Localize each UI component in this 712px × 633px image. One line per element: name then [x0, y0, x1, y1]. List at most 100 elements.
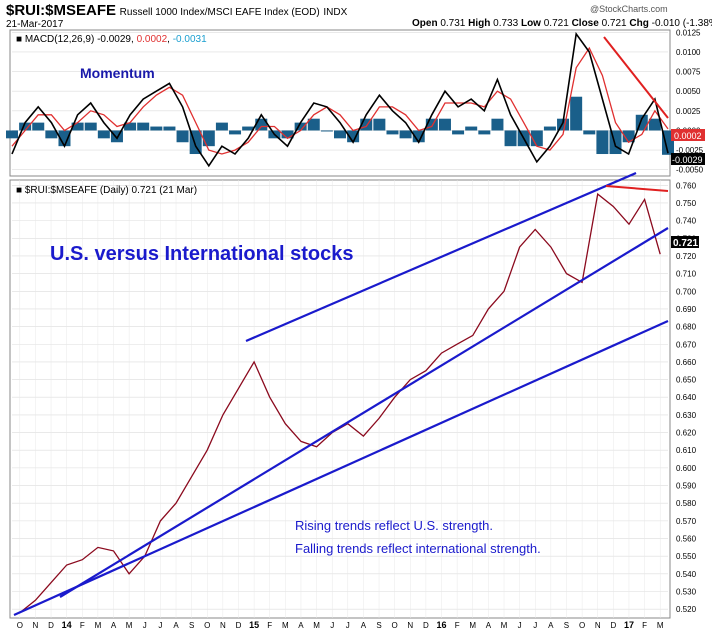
- macd-hist-bar: [84, 122, 97, 131]
- x-tick-label: A: [548, 621, 554, 630]
- x-tick-label: O: [17, 621, 23, 630]
- resistance-line: [605, 185, 669, 192]
- price-last-tag: 0.721: [673, 238, 698, 249]
- price-tick-label: 0.540: [676, 570, 697, 579]
- price-tick-label: 0.610: [676, 446, 697, 455]
- price-tick-label: 0.680: [676, 323, 697, 332]
- macd-hist-bar: [425, 118, 438, 131]
- macd-hist-bar: [6, 130, 18, 139]
- x-tick-label: A: [486, 621, 492, 630]
- macd-histogram: [6, 96, 674, 155]
- x-tick-label: A: [298, 621, 304, 630]
- macd-hist-bar: [478, 130, 491, 135]
- x-tick-label: J: [518, 621, 522, 630]
- price-last-tag-bg: [671, 236, 699, 248]
- x-tick-label: F: [267, 621, 272, 630]
- x-tick-label: N: [33, 621, 39, 630]
- price-tick-label: 0.760: [676, 181, 697, 190]
- macd-line: [11, 31, 669, 168]
- price-tick-label: 0.560: [676, 535, 697, 544]
- middle-trendline: [59, 227, 669, 598]
- signal-last-tag: 0.0002: [674, 131, 702, 141]
- macd-hist-bar: [19, 122, 32, 131]
- x-tick-label: M: [282, 621, 289, 630]
- price-tick-label: 0.660: [676, 358, 697, 367]
- macd-hist-bar: [557, 118, 570, 131]
- macd-hist-bar: [150, 126, 163, 131]
- price-tick-label: 0.570: [676, 517, 697, 526]
- x-tick-label: A: [111, 621, 117, 630]
- close-value: 0.721: [601, 18, 627, 29]
- macd-hist-bar: [504, 130, 517, 147]
- signal-last-tag-bg: [671, 129, 705, 141]
- macd-hist-bar: [412, 130, 425, 143]
- x-tick-label: D: [610, 621, 616, 630]
- macd-hist-bar: [334, 130, 346, 139]
- symbol-text: $RUI:$MSEAFE: [6, 2, 117, 19]
- chg-value: -0.010 (-1.38%): [651, 18, 712, 29]
- high-label: High: [468, 18, 491, 29]
- macd-y-axis: 0.01250.01000.00750.00500.00250.0000-0.0…: [676, 28, 704, 174]
- x-tick-label: S: [189, 621, 194, 630]
- price-gridlines: [12, 180, 668, 618]
- x-tick-label: N: [407, 621, 413, 630]
- macd-hist-bar: [452, 130, 465, 135]
- x-tick-label: D: [423, 621, 429, 630]
- macd-tick-label: 0.0025: [676, 107, 701, 116]
- x-tick-label: D: [236, 621, 242, 630]
- price-tick-label: 0.550: [676, 552, 697, 561]
- macd-hist-bar: [347, 130, 360, 143]
- x-tick-label: 14: [62, 620, 72, 630]
- price-y-axis: 0.7600.7500.7400.7300.7200.7100.7000.690…: [676, 181, 697, 614]
- macd-hist-bar: [137, 122, 150, 131]
- x-tick-label: S: [564, 621, 569, 630]
- price-tick-label: 0.670: [676, 340, 697, 349]
- price-tick-label: 0.520: [676, 605, 697, 614]
- macd-tick-label: 0.0100: [676, 48, 701, 57]
- macd-tick-label: 0.0050: [676, 87, 701, 96]
- macd-value-text: -0.0029: [97, 34, 131, 45]
- x-tick-label: D: [48, 621, 54, 630]
- macd-hist-bar: [438, 118, 451, 131]
- hist-value-text: -0.0031: [173, 34, 207, 45]
- price-tick-label: 0.750: [676, 199, 697, 208]
- title-annotation: U.S. versus International stocks: [50, 243, 353, 265]
- macd-hist-bar: [97, 130, 110, 139]
- exchange-label: INDX: [323, 7, 348, 18]
- x-tick-label: A: [361, 621, 367, 630]
- x-tick-label: J: [533, 621, 537, 630]
- macd-hist-bar: [465, 126, 478, 131]
- x-tick-label: N: [220, 621, 226, 630]
- low-label: Low: [520, 18, 541, 29]
- macd-hist-bar: [215, 122, 228, 131]
- macd-hist-bar: [360, 118, 373, 131]
- macd-hist-bar: [124, 122, 137, 131]
- ohlc-readout: Open 0.731 High 0.733 Low 0.721 Close 0.…: [412, 18, 712, 29]
- macd-tick-label: -0.0025: [676, 146, 704, 155]
- macd-hist-bar: [176, 130, 189, 143]
- macd-hist-bar: [71, 122, 84, 131]
- price-tick-label: 0.600: [676, 464, 697, 473]
- macd-hist-bar: [386, 130, 399, 135]
- x-tick-label: J: [158, 621, 162, 630]
- x-tick-label: J: [346, 621, 350, 630]
- macd-hist-bar: [163, 126, 176, 131]
- macd-hist-bar: [281, 130, 294, 139]
- price-tick-label: 0.530: [676, 588, 697, 597]
- chart-symbol-header: $RUI:$MSEAFE Russell 1000 Index/MSCI EAF…: [6, 2, 347, 19]
- price-panel: 0.7600.7500.7400.7300.7200.7100.7000.690…: [9, 171, 699, 630]
- price-label: ■ $RUI:$MSEAFE (Daily) 0.721 (21 Mar): [16, 185, 197, 196]
- macd-hist-bar: [530, 130, 543, 147]
- macd-divergence-line: [603, 36, 669, 119]
- price-tick-label: 0.710: [676, 270, 697, 279]
- macd-hist-bar: [622, 130, 635, 143]
- note-line-2: Falling trends reflect international str…: [295, 541, 541, 556]
- macd-hist-bar: [242, 126, 255, 131]
- x-tick-label: 17: [624, 620, 634, 630]
- x-tick-label: F: [642, 621, 647, 630]
- price-tick-label: 0.640: [676, 393, 697, 402]
- x-tick-label: M: [469, 621, 476, 630]
- macd-hist-bar: [110, 130, 123, 143]
- stockcharts-logo: @StockCharts.com: [590, 4, 668, 14]
- price-x-axis: O N D 14 F M A M J J A S O N D 15 F M A M J J A S O N D 16 F M A M J J A S O…: [17, 620, 664, 630]
